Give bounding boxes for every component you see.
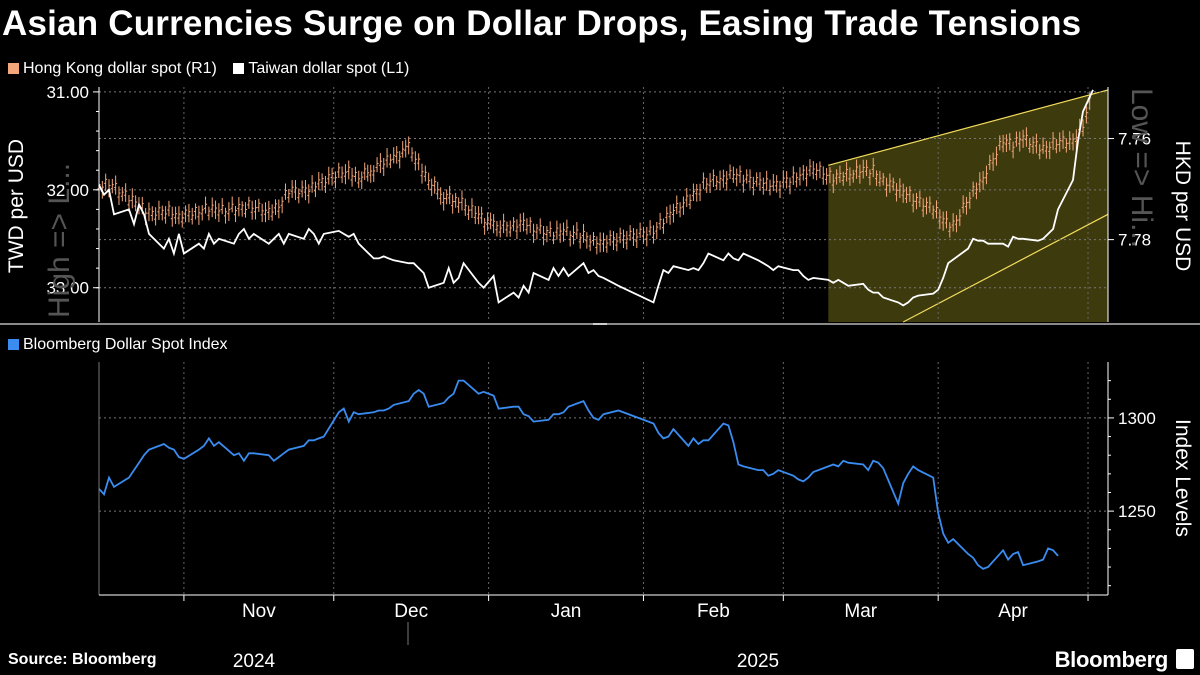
legend-label-hkd: Hong Kong dollar spot (R1) bbox=[23, 60, 217, 77]
x-tick-label: Apr bbox=[998, 601, 1028, 622]
top-left-ticks: 31.00 32.00 33.00 bbox=[46, 83, 99, 298]
bottom-legend: Bloomberg Dollar Spot Index bbox=[8, 336, 228, 354]
bottom-gridlines bbox=[99, 417, 1108, 512]
x-tick-label: Dec bbox=[394, 601, 428, 622]
source-note: Source: Bloomberg bbox=[8, 651, 157, 668]
twd-series-line bbox=[98, 89, 1094, 307]
top-right-tick-label: 7.78 bbox=[1118, 231, 1151, 250]
x-axis-ticks: Nov Dec Jan Feb Mar Apr bbox=[183, 595, 1089, 622]
watermark-left: High => L... bbox=[43, 163, 76, 318]
top-left-tick-label: 31.00 bbox=[46, 83, 89, 102]
channel-band bbox=[828, 89, 1108, 322]
chart-title: Asian Currencies Surge on Dollar Drops, … bbox=[2, 4, 1082, 43]
top-legend: Hong Kong dollar spot (R1) Taiwan dollar… bbox=[8, 60, 409, 78]
top-left-tick-label: 32.00 bbox=[46, 181, 89, 200]
legend-label-bbdxy: Bloomberg Dollar Spot Index bbox=[23, 336, 228, 353]
legend-swatch-twd bbox=[233, 63, 245, 74]
bbdxy-series-line bbox=[98, 379, 1059, 570]
channel-upper-line bbox=[828, 89, 1109, 166]
bottom-right-axis-title: Index Levels bbox=[1171, 419, 1194, 537]
top-right-tick-label: 7.76 bbox=[1118, 130, 1151, 149]
bottom-panel: 1250 1300 Nov Dec Jan Feb Mar Apr Index Levels… bbox=[98, 362, 1194, 672]
top-right-ticks: 7.76 7.78 bbox=[1108, 130, 1151, 250]
bottom-right-tick-label: 1300 bbox=[1118, 409, 1156, 428]
x-tick-label: Jan bbox=[551, 601, 582, 622]
top-panel: 31.00 32.00 33.00 7.76 7.78 High => L... Lo… bbox=[5, 83, 1194, 323]
top-left-axis-title: TWD per USD bbox=[5, 139, 28, 273]
top-left-tick-label: 33.00 bbox=[46, 279, 89, 298]
x-tick-label: Nov bbox=[242, 601, 276, 622]
bottom-right-ticks: 1250 1300 bbox=[1108, 380, 1156, 587]
bloomberg-icon bbox=[1176, 649, 1194, 669]
top-right-axis-title: HKD per USD bbox=[1171, 141, 1194, 272]
year-label-2024: 2024 bbox=[233, 651, 276, 672]
bloomberg-logo: Bloomberg bbox=[1054, 647, 1169, 672]
legend-swatch-hkd bbox=[8, 63, 19, 74]
watermark-right: Low => Hi... bbox=[1125, 88, 1158, 248]
legend-item-twd: Taiwan dollar spot (L1) bbox=[233, 60, 409, 77]
hkd-series bbox=[97, 92, 1092, 255]
bottom-vertical-gridlines bbox=[183, 362, 1089, 595]
legend-label-twd: Taiwan dollar spot (L1) bbox=[248, 60, 410, 77]
legend-item-hkd: Hong Kong dollar spot (R1) bbox=[8, 60, 217, 77]
year-label-2025: 2025 bbox=[737, 651, 779, 672]
bottom-right-tick-label: 1250 bbox=[1118, 502, 1156, 521]
x-tick-label: Mar bbox=[844, 601, 877, 622]
x-tick-label: Feb bbox=[697, 601, 730, 622]
legend-swatch-bbdxy bbox=[8, 339, 19, 350]
channel-lower-line bbox=[902, 213, 1109, 323]
